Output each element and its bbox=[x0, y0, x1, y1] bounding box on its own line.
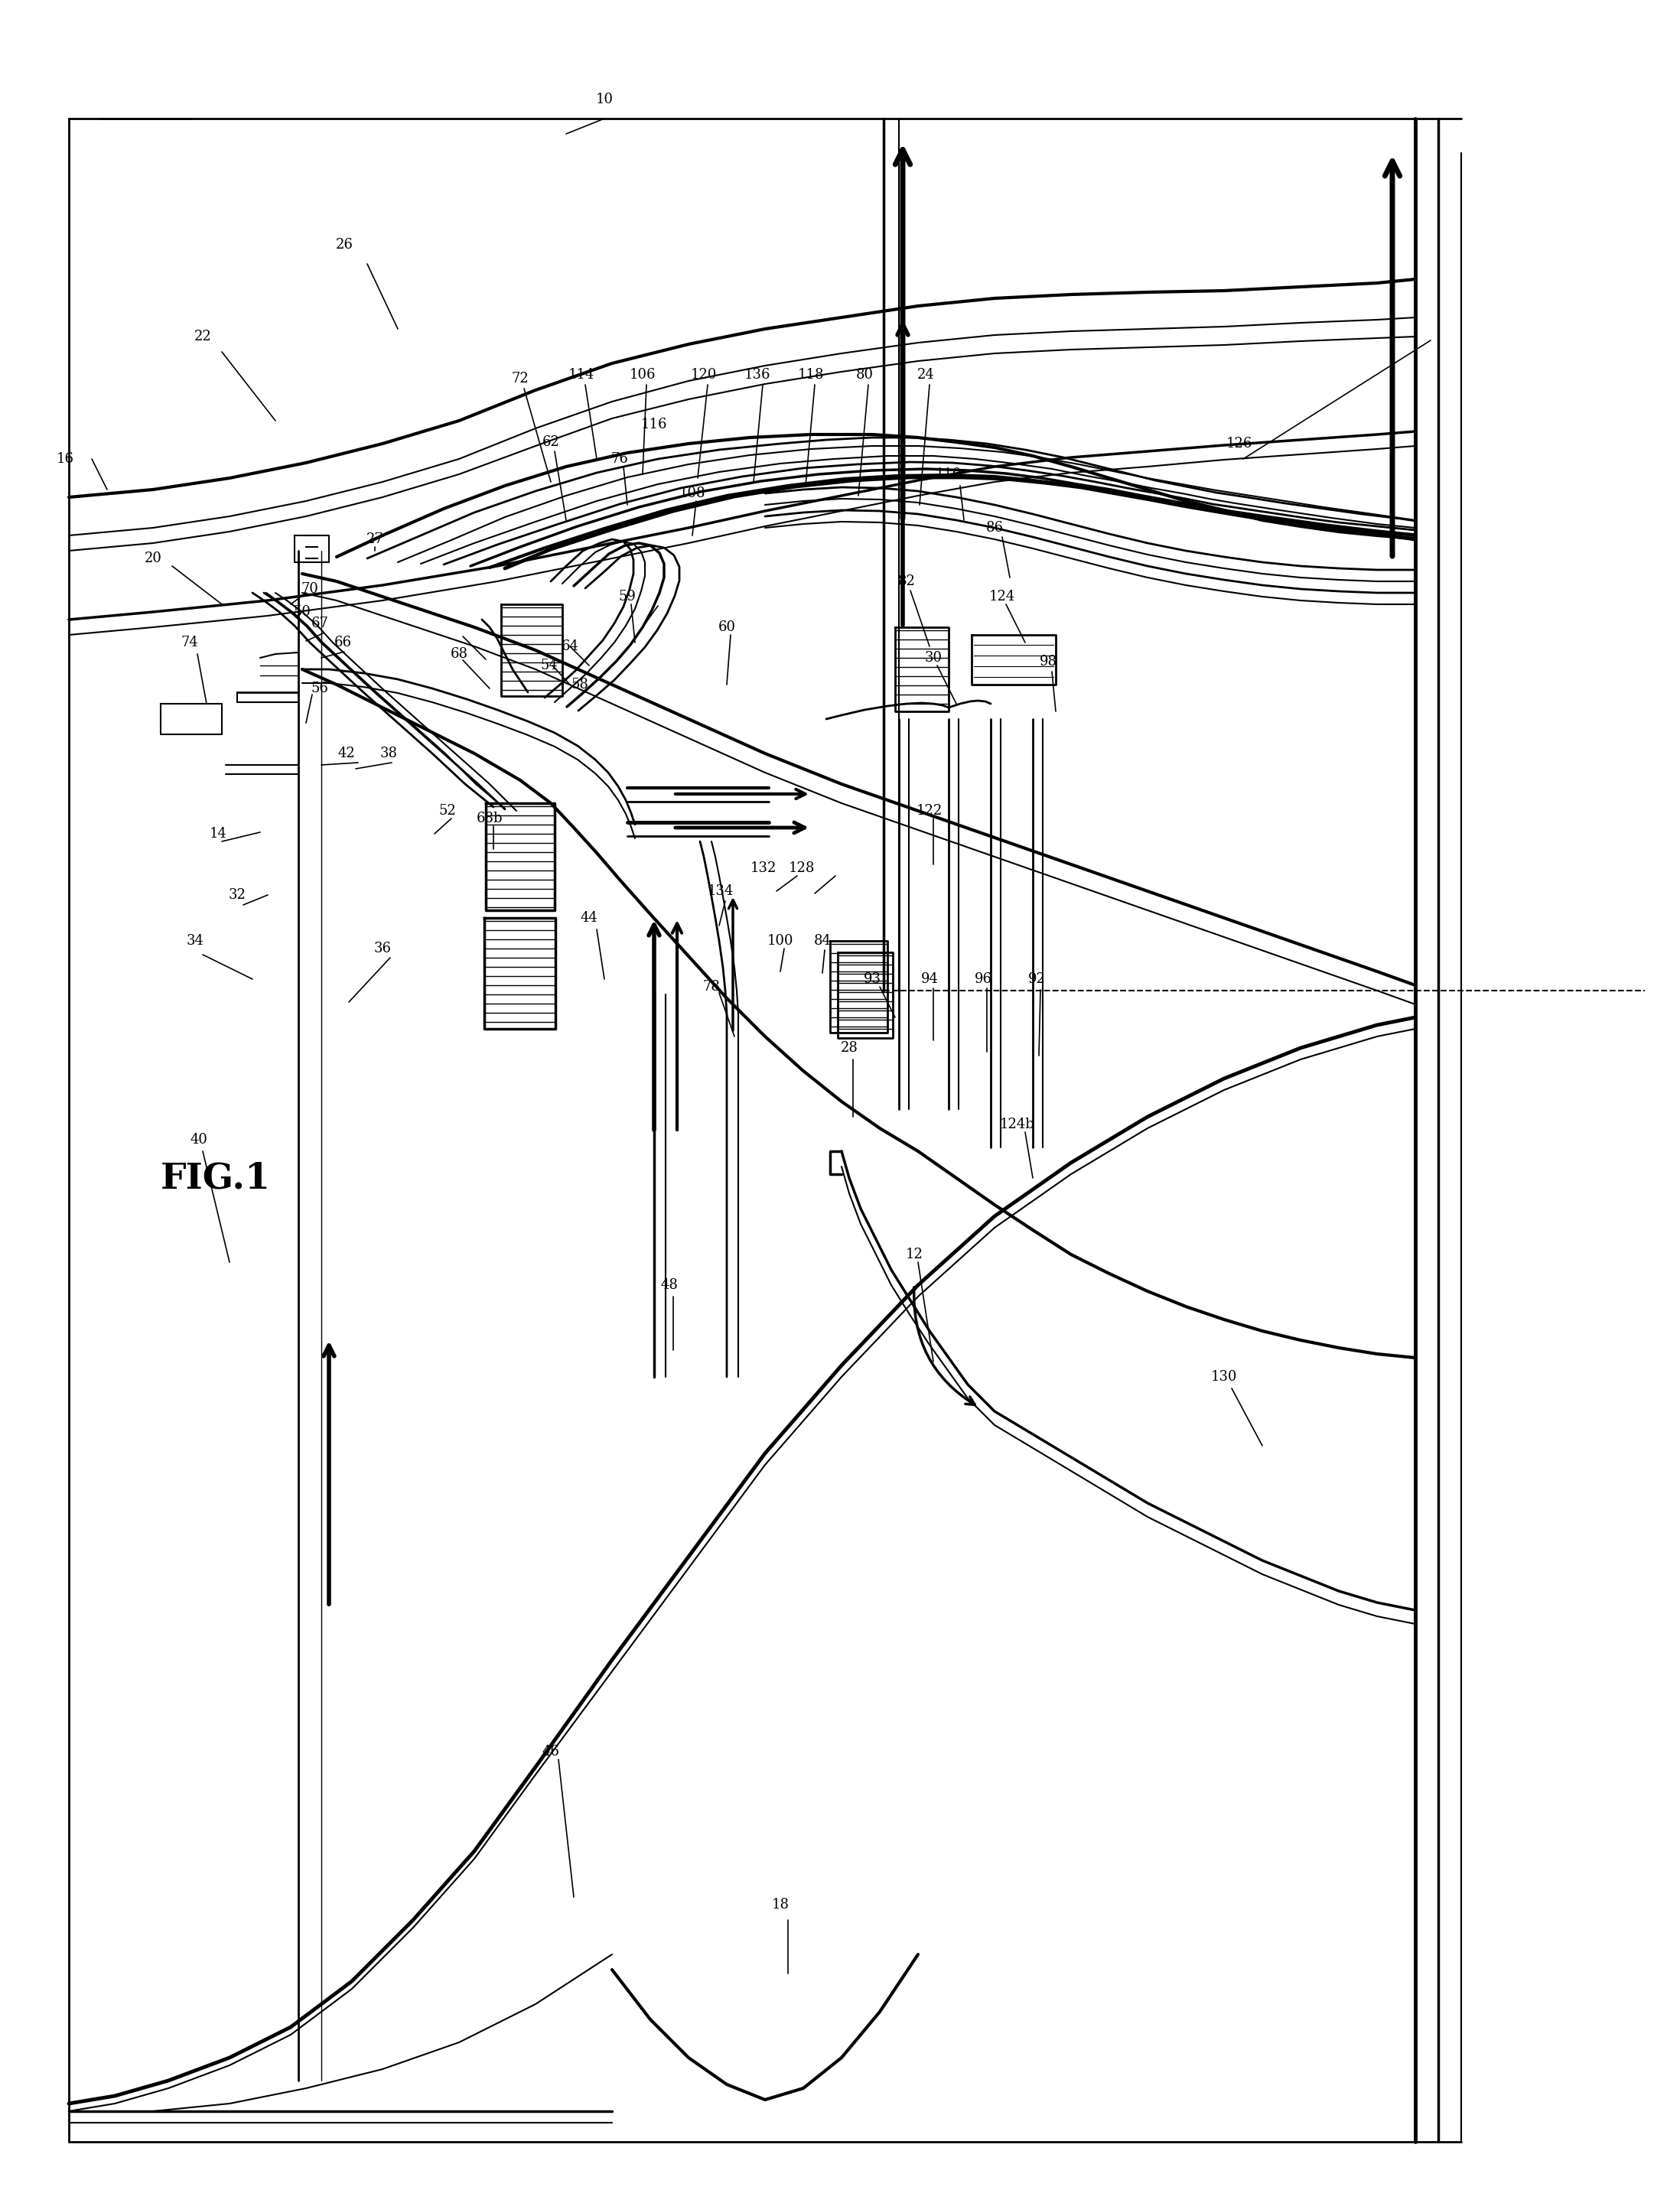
Text: 68b: 68b bbox=[477, 811, 502, 826]
Text: 67: 67 bbox=[311, 617, 329, 630]
Text: 60: 60 bbox=[717, 621, 736, 634]
Text: 118: 118 bbox=[798, 368, 825, 381]
Text: 86: 86 bbox=[986, 520, 1003, 535]
Text: 68: 68 bbox=[450, 648, 467, 661]
Text: 128: 128 bbox=[788, 861, 815, 875]
Text: FIG.1: FIG.1 bbox=[161, 1161, 270, 1196]
Text: 98: 98 bbox=[1040, 654, 1057, 668]
Text: 124: 124 bbox=[990, 590, 1015, 604]
Text: 126: 126 bbox=[1226, 436, 1253, 452]
Text: 94: 94 bbox=[921, 972, 937, 987]
Text: 82: 82 bbox=[897, 575, 916, 588]
Text: 120: 120 bbox=[690, 368, 717, 381]
Text: 26: 26 bbox=[336, 238, 353, 251]
Text: 96: 96 bbox=[974, 972, 991, 987]
Text: 22: 22 bbox=[193, 330, 212, 344]
Text: 116: 116 bbox=[640, 419, 667, 432]
Text: 80: 80 bbox=[855, 368, 874, 381]
Text: 72: 72 bbox=[511, 372, 529, 386]
Text: 108: 108 bbox=[679, 487, 706, 500]
Text: 136: 136 bbox=[744, 368, 771, 381]
Text: 42: 42 bbox=[338, 747, 354, 760]
Text: 106: 106 bbox=[630, 368, 655, 381]
Text: 44: 44 bbox=[580, 912, 598, 925]
Text: 59: 59 bbox=[618, 590, 637, 604]
Text: 56: 56 bbox=[311, 681, 329, 696]
Text: 18: 18 bbox=[771, 1897, 790, 1912]
Text: 130: 130 bbox=[1211, 1370, 1236, 1383]
Text: 38: 38 bbox=[380, 747, 398, 760]
Text: 32: 32 bbox=[228, 888, 245, 901]
Text: 110: 110 bbox=[936, 467, 963, 480]
Text: 48: 48 bbox=[660, 1278, 679, 1291]
Text: 78: 78 bbox=[702, 980, 721, 994]
Text: 14: 14 bbox=[210, 826, 227, 842]
Text: 76: 76 bbox=[612, 452, 628, 465]
Text: 36: 36 bbox=[373, 941, 391, 956]
Text: 84: 84 bbox=[813, 934, 832, 947]
Text: 70: 70 bbox=[301, 582, 319, 595]
Text: 92: 92 bbox=[1028, 972, 1045, 987]
Text: 50: 50 bbox=[294, 606, 311, 619]
Text: 93: 93 bbox=[864, 972, 880, 987]
Text: 62: 62 bbox=[543, 436, 559, 449]
Text: 24: 24 bbox=[917, 368, 934, 381]
Text: 100: 100 bbox=[768, 934, 793, 947]
Text: 12: 12 bbox=[906, 1247, 922, 1262]
Text: 46: 46 bbox=[543, 1745, 559, 1758]
Text: 52: 52 bbox=[438, 804, 457, 817]
Text: 134: 134 bbox=[707, 883, 734, 899]
Text: 58: 58 bbox=[571, 679, 588, 692]
Text: 64: 64 bbox=[561, 639, 578, 654]
Text: 124b: 124b bbox=[1000, 1117, 1035, 1132]
Text: 34: 34 bbox=[186, 934, 203, 947]
Text: 114: 114 bbox=[568, 368, 595, 381]
Text: 28: 28 bbox=[840, 1042, 858, 1055]
Text: 16: 16 bbox=[55, 452, 74, 465]
Text: 74: 74 bbox=[181, 637, 198, 650]
Text: 20: 20 bbox=[144, 551, 161, 566]
Text: 40: 40 bbox=[190, 1132, 208, 1146]
Text: 66: 66 bbox=[334, 637, 351, 650]
Text: 122: 122 bbox=[916, 804, 942, 817]
Text: 27: 27 bbox=[366, 533, 383, 546]
Text: 30: 30 bbox=[924, 650, 942, 665]
Text: 10: 10 bbox=[596, 93, 613, 106]
Text: 54: 54 bbox=[541, 659, 558, 672]
Text: 132: 132 bbox=[751, 861, 776, 875]
